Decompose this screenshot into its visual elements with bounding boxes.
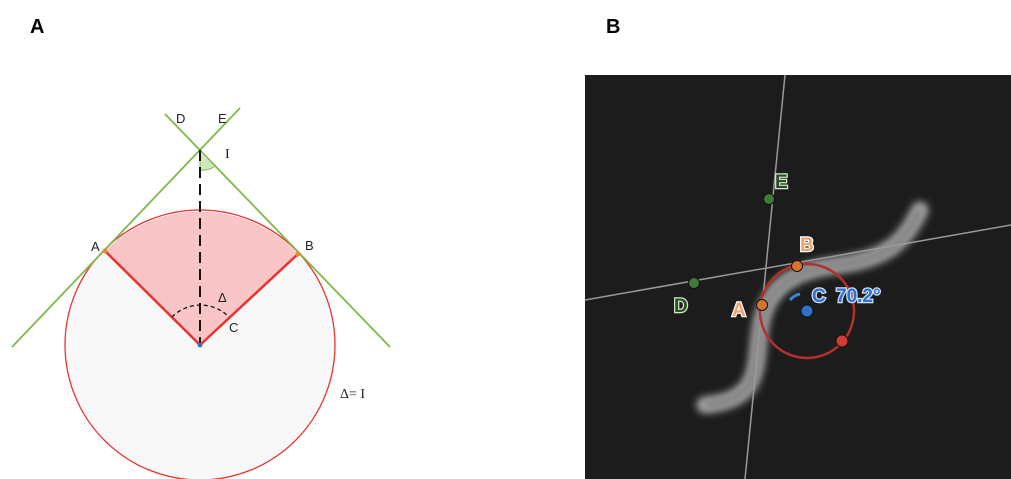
label: D <box>176 111 185 126</box>
panel-title: B <box>606 16 620 38</box>
point <box>836 335 848 347</box>
label: B <box>305 238 314 253</box>
panel-a: D E I A B Δ C Δ= I <box>12 108 390 479</box>
point <box>296 252 301 257</box>
label: Δ= I <box>340 387 365 402</box>
center-point <box>198 343 203 348</box>
label: I <box>225 147 230 162</box>
label: A <box>91 239 100 254</box>
point <box>757 300 768 311</box>
figure: A D E I A B Δ C Δ= I B E <box>0 0 1011 479</box>
label: 70.2° <box>836 286 881 307</box>
point <box>764 194 775 205</box>
point <box>689 278 700 289</box>
panel-b: E B D A C 70.2° <box>585 75 1011 479</box>
label: D <box>674 296 688 317</box>
label: E <box>775 172 788 193</box>
label: C <box>812 286 826 307</box>
label: Δ <box>218 290 227 305</box>
label: A <box>732 300 746 321</box>
angle-marker <box>200 150 215 170</box>
point <box>103 249 108 254</box>
label: C <box>229 320 238 335</box>
label: E <box>218 111 227 126</box>
label: B <box>800 235 814 256</box>
point <box>792 261 803 272</box>
panel-title: A <box>30 16 44 38</box>
